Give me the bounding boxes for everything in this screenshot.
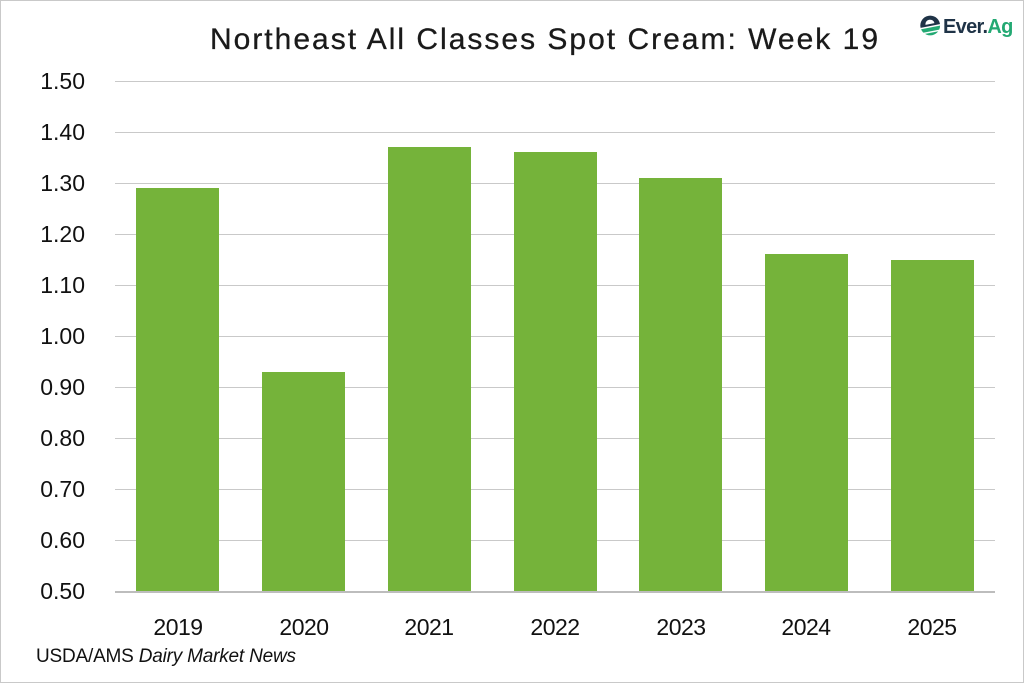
svg-text:Ever.Ag: Ever.Ag: [943, 16, 1013, 38]
